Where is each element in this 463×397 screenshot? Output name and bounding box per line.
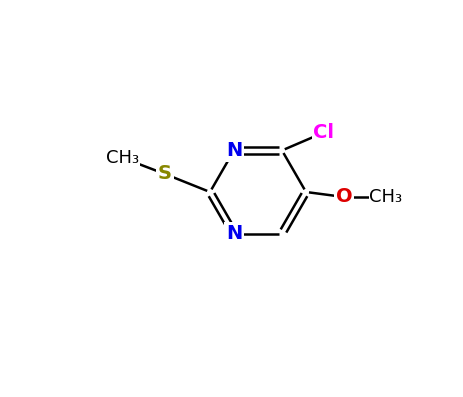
Text: CH₃: CH₃ [106, 149, 139, 167]
Text: O: O [335, 187, 351, 206]
Text: N: N [225, 141, 242, 160]
Text: Cl: Cl [313, 123, 334, 142]
Text: CH₃: CH₃ [369, 188, 402, 206]
Text: S: S [158, 164, 172, 183]
Text: N: N [225, 224, 242, 243]
